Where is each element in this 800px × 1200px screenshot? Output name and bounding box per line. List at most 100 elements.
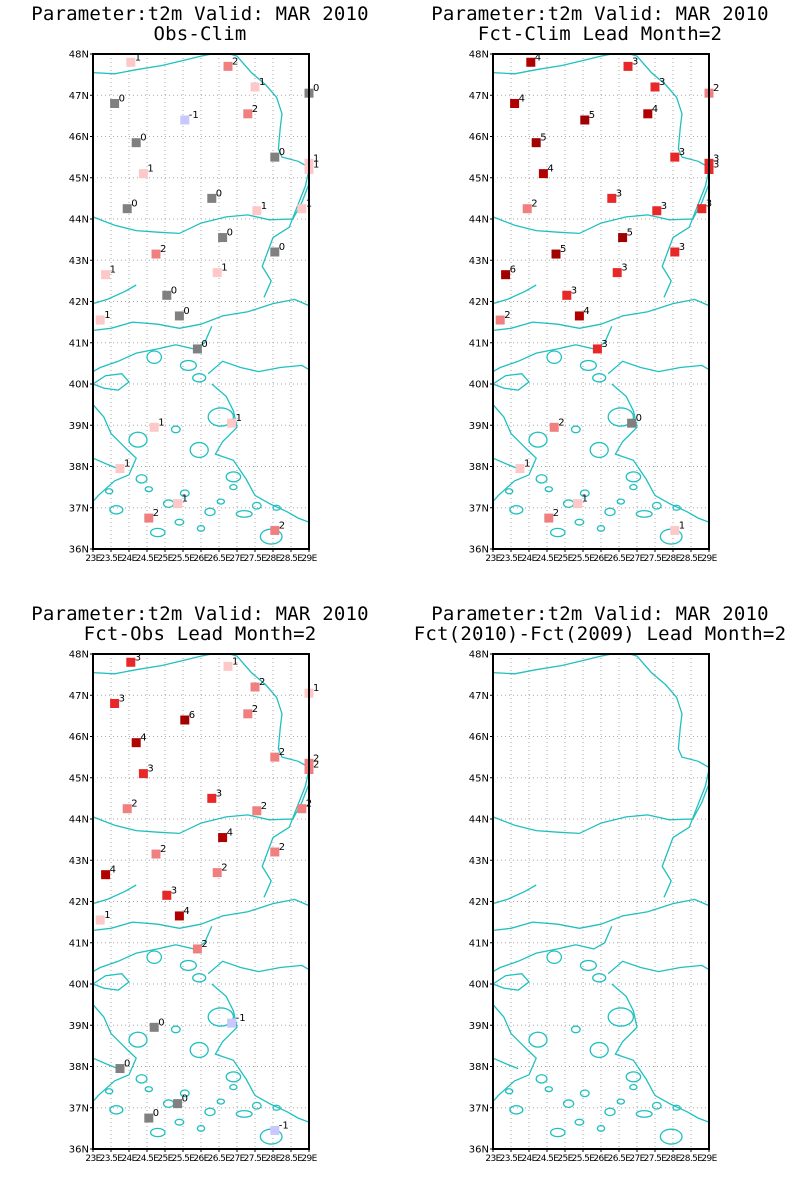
station-marker (538, 169, 548, 179)
station-marker (270, 247, 280, 257)
station-marker (95, 315, 105, 325)
station-value-label: 0 (201, 339, 207, 350)
station-value-label: 3 (621, 263, 627, 274)
station-marker (144, 513, 154, 523)
station-marker (218, 233, 228, 243)
lat-tick-label: 41N (469, 938, 489, 949)
lon-tick-label: 26E (193, 1154, 209, 1164)
station-marker (180, 115, 190, 125)
island (592, 973, 607, 983)
station-value-label: 2 (131, 799, 137, 810)
station-value-label: 2 (279, 842, 285, 853)
station-value-label: 3 (632, 56, 638, 67)
island (272, 504, 281, 511)
island (146, 350, 163, 365)
station-value-label: 0 (124, 1059, 130, 1070)
island (225, 1071, 242, 1083)
island (109, 1105, 124, 1115)
lon-tick-label: 26.5E (608, 554, 632, 564)
lat-tick-label: 44N (69, 215, 89, 226)
island (607, 407, 635, 427)
station-map: 36N 37N 38N 39N 40N 41N 42N 43N 44N 45N 46N 47N 48N 2… (469, 650, 718, 1165)
coastline-segment (493, 404, 537, 503)
station-marker (592, 344, 602, 354)
lat-tick-label: 37N (69, 1103, 89, 1114)
station-marker (122, 804, 132, 814)
coastline-segment (261, 769, 309, 898)
island (174, 1118, 185, 1126)
station-marker (162, 290, 172, 300)
lat-tick-label: 36N (69, 545, 89, 556)
island (579, 359, 597, 372)
station-value-label: 3 (713, 160, 719, 171)
station-value-label: 3 (661, 201, 667, 212)
panel-title-line2: Fct(2010)-Fct(2009) Lead Month=2 (413, 623, 787, 645)
coastline-segment (93, 373, 130, 391)
lon-tick-label: 26.5E (208, 554, 232, 564)
station-value-label: 2 (252, 104, 258, 115)
lat-tick-label: 46N (469, 732, 489, 743)
lon-tick-label: 25E (557, 1154, 573, 1164)
island (672, 504, 681, 511)
lon-tick-label: 27.5E (644, 1154, 668, 1164)
island (189, 1041, 209, 1059)
lon-tick-label: 27E (629, 554, 645, 564)
station-value-label: 1 (313, 683, 319, 694)
coastline (493, 654, 709, 1145)
coastline-segment (607, 960, 709, 975)
lat-tick-label: 39N (69, 1021, 89, 1032)
lat-tick-label: 39N (469, 1021, 489, 1032)
island (544, 486, 554, 493)
station-marker (144, 1113, 154, 1123)
coastline-segment (493, 373, 530, 391)
station-marker (162, 890, 172, 900)
lat-tick-label: 38N (469, 1062, 489, 1073)
station-marker (243, 709, 253, 719)
lat-tick-label: 41N (69, 338, 89, 349)
panel-fct-obs: Parameter:t2m Valid: MAR 2010 Fct-Obs Le… (0, 600, 400, 1200)
lat-tick-label: 43N (469, 856, 489, 867)
island (574, 1118, 585, 1126)
station-value-label: 2 (531, 199, 537, 210)
island (216, 498, 226, 505)
station-marker (510, 99, 520, 108)
island (192, 973, 207, 983)
lon-tick-label: 27.5E (244, 554, 268, 564)
station-value-label: 1 (124, 459, 130, 470)
lat-tick-label: 40N (69, 380, 89, 391)
coastline-segment (607, 360, 709, 375)
lon-tick-label: 25.5E (572, 554, 596, 564)
lon-tick-label: 28E (265, 554, 281, 564)
island (162, 1099, 175, 1108)
lon-tick-label: 23E (85, 1154, 101, 1164)
lon-tick-label: 25.5E (172, 554, 196, 564)
lat-tick-label: 43N (469, 256, 489, 267)
station-value-label: 3 (135, 652, 141, 663)
island (229, 483, 238, 491)
station-value-label: 4 (183, 906, 189, 917)
island (549, 527, 566, 538)
station-marker (252, 206, 262, 216)
lat-tick-label: 44N (469, 215, 489, 226)
station-value-label: 0 (153, 1108, 159, 1119)
lon-tick-label: 23E (485, 1154, 501, 1164)
island (204, 507, 216, 517)
station-value-label: 1 (679, 520, 685, 531)
station-value-label: 4 (652, 104, 658, 115)
station-marker (652, 206, 662, 216)
island (596, 524, 606, 532)
coastline-segment (211, 383, 309, 523)
station-marker (227, 1018, 237, 1028)
station-marker (138, 169, 148, 179)
island (144, 486, 154, 493)
station-value-label: 1 (261, 201, 267, 212)
island (128, 1031, 148, 1048)
station-value-label: 6 (189, 710, 195, 721)
island (629, 1083, 638, 1091)
island (179, 489, 190, 498)
station-marker (207, 793, 217, 803)
lon-tick-label: 28E (665, 554, 681, 564)
station-marker (562, 290, 572, 300)
station-value-label: 1 (582, 494, 588, 505)
station-marker (212, 868, 222, 878)
